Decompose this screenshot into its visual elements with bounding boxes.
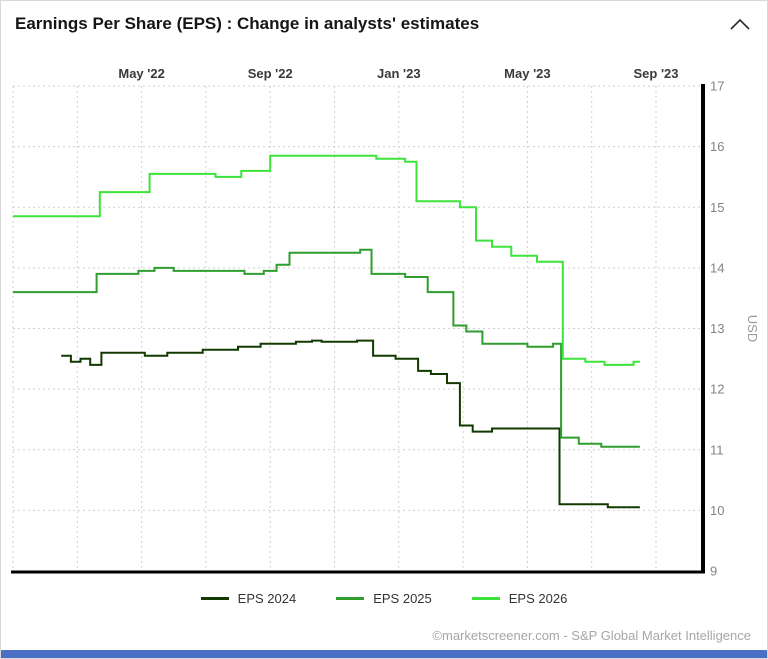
series-line-eps-2026 bbox=[13, 154, 640, 366]
attribution-text: ©marketscreener.com - S&P Global Market … bbox=[432, 628, 751, 643]
legend-item-eps-2024[interactable]: EPS 2024 bbox=[200, 591, 297, 606]
x-tick-label: Sep '23 bbox=[633, 66, 678, 81]
x-tick-label: Sep '22 bbox=[248, 66, 293, 81]
y-tick-label: 12 bbox=[710, 382, 724, 397]
series-line-eps-2025 bbox=[13, 248, 640, 448]
legend-item-eps-2026[interactable]: EPS 2026 bbox=[471, 591, 568, 606]
eps-chart: 9 10 11 12 13 14 15 16 17 May '22 Sep '22 Jan '23 Ma… bbox=[11, 66, 760, 579]
collapse-chevron-icon[interactable] bbox=[729, 17, 751, 36]
bottom-accent-bar bbox=[1, 650, 767, 658]
series-line-eps-2024 bbox=[61, 339, 640, 509]
widget-header: Earnings Per Share (EPS) : Change in ana… bbox=[1, 1, 767, 36]
legend-label: EPS 2026 bbox=[508, 591, 568, 606]
x-tick-label: May '23 bbox=[504, 66, 550, 81]
legend-label: EPS 2024 bbox=[237, 591, 297, 606]
y-tick-label: 13 bbox=[710, 321, 724, 336]
y-tick-label: 16 bbox=[710, 139, 724, 154]
y-tick-label: 14 bbox=[710, 260, 724, 275]
legend-swatch bbox=[471, 597, 500, 600]
y-tick-label: 17 bbox=[710, 79, 724, 94]
x-tick-label: May '22 bbox=[118, 66, 164, 81]
page-title: Earnings Per Share (EPS) : Change in ana… bbox=[15, 14, 480, 33]
y-tick-label: 10 bbox=[710, 503, 724, 518]
x-tick-label: Jan '23 bbox=[377, 66, 421, 81]
chart-legend: EPS 2024 EPS 2025 EPS 2026 bbox=[1, 591, 767, 606]
y-tick-label: 15 bbox=[710, 200, 724, 215]
legend-swatch bbox=[336, 597, 365, 600]
legend-swatch bbox=[200, 597, 229, 600]
y-tick-label: 9 bbox=[710, 564, 717, 579]
y-tick-label: 11 bbox=[710, 442, 724, 457]
y-axis-title: USD bbox=[745, 315, 760, 342]
legend-item-eps-2025[interactable]: EPS 2025 bbox=[336, 591, 432, 606]
legend-label: EPS 2025 bbox=[373, 591, 432, 606]
